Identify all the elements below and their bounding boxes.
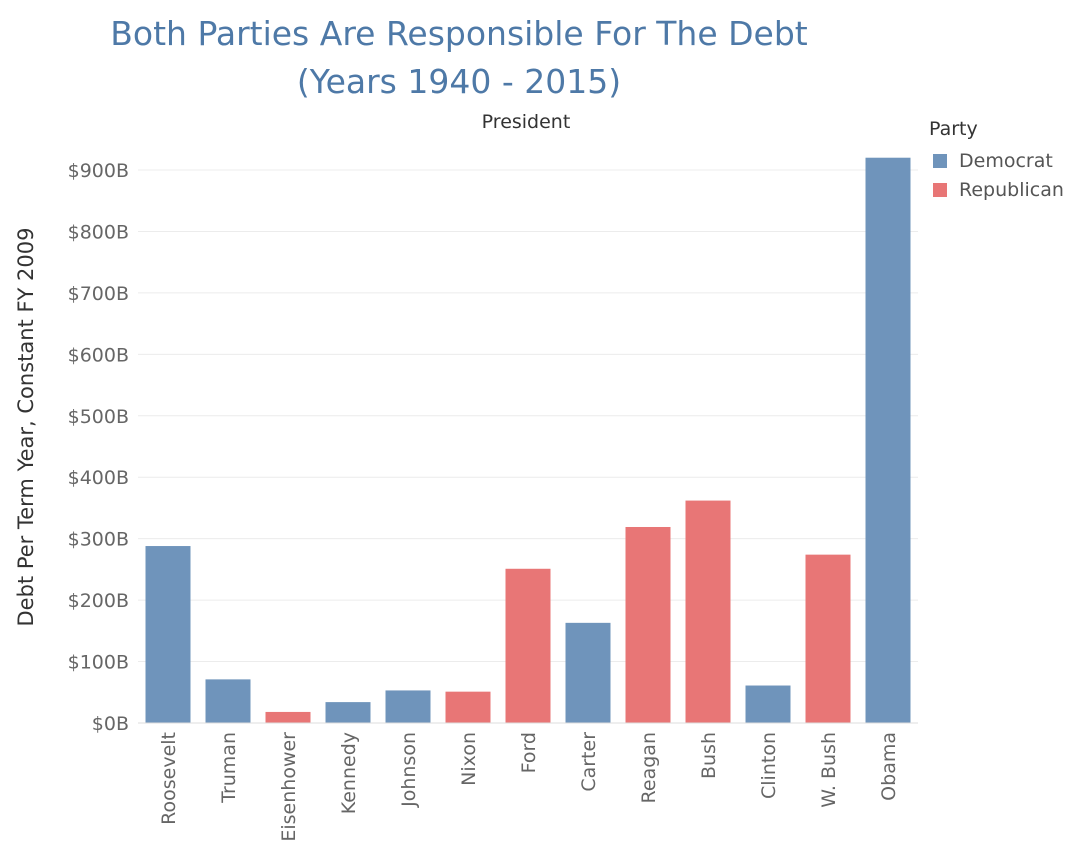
x-tick-label: Bush xyxy=(698,732,720,779)
bars xyxy=(145,157,911,723)
y-tick-label: $0B xyxy=(92,713,129,735)
x-tick-label: Johnson xyxy=(398,732,420,808)
bar-reagan[interactable] xyxy=(625,526,671,723)
y-axis-label: Debt Per Term Year, Constant FY 2009 xyxy=(14,228,38,627)
x-tick-label: Obama xyxy=(878,732,900,801)
y-tick-label: $600B xyxy=(68,344,129,366)
bar-roosevelt[interactable] xyxy=(145,546,191,723)
x-tick-label: Ford xyxy=(518,732,540,773)
x-axis-label: President xyxy=(482,111,571,133)
x-tick-label: Nixon xyxy=(458,732,480,786)
legend: Party Democrat Republican xyxy=(929,118,1064,204)
y-tick-label: $200B xyxy=(68,590,129,612)
x-tick-label: Eisenhower xyxy=(278,732,300,842)
bar-johnson[interactable] xyxy=(385,690,431,723)
x-tick-label: Roosevelt xyxy=(158,732,180,825)
x-tick-label: Clinton xyxy=(758,732,780,799)
bar-kennedy[interactable] xyxy=(325,702,371,723)
x-tick-label: Carter xyxy=(578,732,600,792)
legend-title: Party xyxy=(929,118,978,140)
y-tick-label: $500B xyxy=(68,406,129,428)
legend-item-democrat[interactable]: Democrat xyxy=(929,146,1064,175)
legend-swatch-democrat xyxy=(933,153,947,168)
x-tick-label: W. Bush xyxy=(818,732,840,808)
y-tick-label: $100B xyxy=(68,652,129,674)
x-tick-label: Kennedy xyxy=(338,732,360,814)
y-tick-label: $400B xyxy=(68,467,129,489)
legend-label-democrat: Democrat xyxy=(959,149,1053,172)
y-tick-label: $300B xyxy=(68,529,129,551)
legend-item-republican[interactable]: Republican xyxy=(929,175,1064,204)
y-tick-label: $800B xyxy=(68,221,129,243)
bar-ford[interactable] xyxy=(505,568,551,723)
gridlines xyxy=(138,169,918,663)
bar-truman[interactable] xyxy=(205,679,251,723)
x-tick-label: Truman xyxy=(218,732,240,804)
chart-title: Both Parties Are Responsible For The Deb… xyxy=(0,10,918,106)
bar-bush[interactable] xyxy=(685,500,731,723)
bar-nixon[interactable] xyxy=(445,691,491,723)
y-tick-label: $900B xyxy=(68,160,129,182)
bar-carter[interactable] xyxy=(565,622,611,723)
bar-obama[interactable] xyxy=(865,157,911,723)
y-tick-label: $700B xyxy=(68,283,129,305)
bar-w-bush[interactable] xyxy=(805,554,851,723)
x-axis-tick-labels: Roosevelt Truman Eisenhower Kennedy Johnson N… xyxy=(158,732,900,842)
y-axis-tick-labels: $0B $100B $200B $300B $400B $500B $600B $700B $8… xyxy=(68,160,129,735)
bar-eisenhower[interactable] xyxy=(265,711,311,723)
bar-clinton[interactable] xyxy=(745,685,791,723)
legend-swatch-republican xyxy=(933,182,947,197)
chart-title-line-2: (Years 1940 - 2015) xyxy=(296,62,622,101)
chart-title-line-1: Both Parties Are Responsible For The Deb… xyxy=(110,14,808,53)
x-tick-label: Reagan xyxy=(638,732,660,803)
legend-label-republican: Republican xyxy=(959,178,1064,201)
